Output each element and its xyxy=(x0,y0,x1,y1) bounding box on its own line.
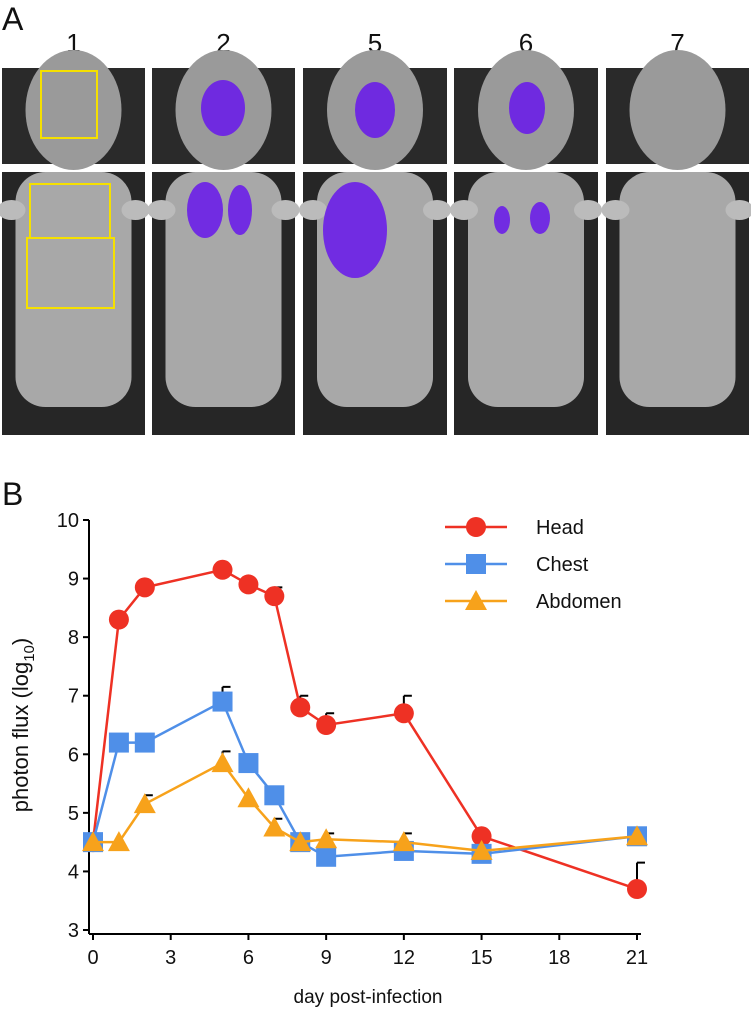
x-tick-label: 21 xyxy=(626,947,648,969)
panel-label: B xyxy=(2,476,23,512)
mouse-body xyxy=(165,172,282,407)
chart: day post-infection photon flux (log10) 3… xyxy=(8,510,648,1008)
marker xyxy=(627,879,647,899)
marker xyxy=(264,586,285,607)
mouse-arm xyxy=(147,200,176,220)
x-axis-title-text: day post-infection xyxy=(294,987,443,1008)
marker xyxy=(470,839,493,860)
series-line xyxy=(91,699,638,859)
x-tick-label: 3 xyxy=(165,947,176,969)
roi-box xyxy=(40,70,98,139)
y-axis-title: photon flux (log10) xyxy=(8,638,38,812)
signal xyxy=(201,80,245,136)
marker xyxy=(211,752,234,773)
mouse-arm xyxy=(725,200,751,220)
x-tick-label: 18 xyxy=(548,947,570,969)
x-axis-title: day post-infection xyxy=(294,987,443,1008)
marker xyxy=(238,753,259,774)
marker xyxy=(212,559,233,580)
marker xyxy=(133,793,156,814)
y-tick-label: 7 xyxy=(68,686,79,708)
marker xyxy=(316,846,337,867)
roi-box xyxy=(26,237,115,309)
mouse-arm xyxy=(601,200,630,220)
mouse-arm xyxy=(0,200,26,220)
mouse-body xyxy=(468,172,584,407)
series-line xyxy=(93,761,638,853)
signal xyxy=(355,82,395,138)
marker xyxy=(264,785,285,806)
x-tick-label: 6 xyxy=(243,947,254,969)
marker xyxy=(392,831,415,852)
y-axis-title-sub: 10 xyxy=(21,645,38,662)
y-tick-label: 3 xyxy=(68,920,79,942)
legend-marker xyxy=(466,554,486,574)
mouse-arm xyxy=(450,200,478,220)
marker xyxy=(471,826,492,847)
x-tick-label: 0 xyxy=(87,947,98,969)
marker xyxy=(238,574,259,595)
mouse-body xyxy=(619,172,736,407)
mouse-arm xyxy=(271,200,300,220)
marker xyxy=(212,691,233,712)
y-tick-label: 4 xyxy=(68,861,79,883)
mouse-arm xyxy=(299,200,327,220)
x-tick-label: 12 xyxy=(393,947,415,969)
marker xyxy=(626,825,648,846)
signal xyxy=(494,206,510,234)
marker xyxy=(315,828,338,849)
legend-label: Chest xyxy=(536,554,589,576)
marker xyxy=(134,732,155,753)
y-tick-label: 6 xyxy=(68,744,79,766)
marker xyxy=(289,831,312,852)
signal xyxy=(530,202,550,234)
x-tick-label: 15 xyxy=(470,947,492,969)
marker xyxy=(263,816,286,837)
mouse-body xyxy=(15,172,132,407)
legend-label: Abdomen xyxy=(536,591,622,613)
marker xyxy=(108,609,129,630)
marker xyxy=(108,732,129,753)
signal xyxy=(187,182,223,238)
marker xyxy=(107,831,130,852)
marker xyxy=(134,577,155,598)
y-axis-title-text: ) xyxy=(8,638,33,645)
legend-label: Head xyxy=(536,517,584,539)
marker xyxy=(316,715,337,735)
mouse-head xyxy=(629,50,726,170)
legend-marker xyxy=(465,590,487,610)
mouse-arm xyxy=(574,200,602,220)
panel-label: A xyxy=(2,1,24,37)
signal xyxy=(509,82,545,134)
marker xyxy=(237,787,260,808)
marker xyxy=(290,697,311,718)
marker xyxy=(393,703,414,724)
signal xyxy=(228,185,252,235)
signal xyxy=(323,182,387,278)
mouse-arm xyxy=(121,200,150,220)
y-tick-label: 8 xyxy=(68,627,79,649)
mouse-arm xyxy=(423,200,451,220)
y-tick-label: 9 xyxy=(68,569,79,591)
mouse-head xyxy=(25,50,122,170)
y-tick-label: 10 xyxy=(57,510,79,532)
marker xyxy=(82,831,104,852)
x-tick-label: 9 xyxy=(321,947,332,969)
y-axis-title-text: photon flux (log xyxy=(8,662,33,812)
legend-marker xyxy=(466,517,486,537)
y-tick-label: 5 xyxy=(68,803,79,825)
